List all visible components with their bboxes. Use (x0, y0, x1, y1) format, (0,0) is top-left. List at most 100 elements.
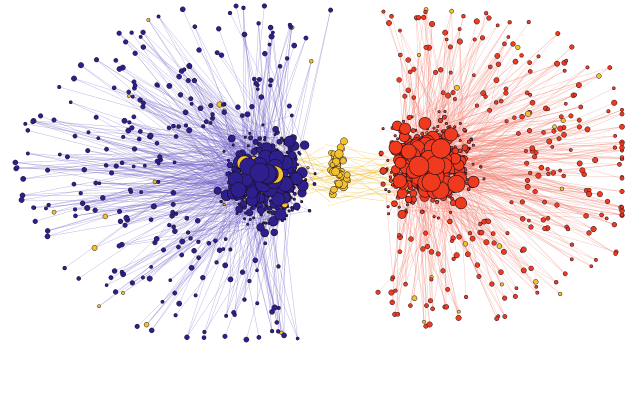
node (148, 327, 155, 334)
node (405, 87, 412, 93)
edge (425, 194, 523, 252)
edge (33, 120, 250, 182)
node (173, 134, 179, 139)
node (457, 27, 462, 32)
node (523, 149, 528, 154)
node (398, 28, 402, 33)
node (526, 128, 533, 134)
node (146, 275, 153, 282)
node (532, 154, 538, 160)
node (504, 119, 509, 124)
node (388, 289, 395, 296)
node (396, 137, 400, 141)
node (472, 73, 476, 78)
node (112, 289, 119, 295)
edge (467, 178, 485, 255)
edge (407, 201, 487, 243)
node (398, 52, 403, 58)
edge (451, 147, 564, 177)
edge (425, 9, 451, 127)
node (173, 211, 179, 216)
edge (130, 191, 274, 222)
node (245, 186, 258, 199)
node (255, 268, 259, 273)
node (502, 295, 508, 301)
node (607, 65, 613, 70)
node (430, 306, 435, 312)
node (68, 100, 73, 105)
node (479, 165, 483, 169)
node (620, 205, 624, 210)
edge (133, 116, 244, 193)
edge (47, 164, 237, 171)
node (37, 113, 44, 119)
node (527, 218, 531, 223)
node (313, 172, 317, 176)
node (32, 218, 38, 224)
node (84, 204, 91, 212)
edge (99, 149, 254, 184)
node (392, 173, 407, 189)
node (533, 279, 539, 285)
edge (445, 126, 555, 160)
node (494, 316, 500, 322)
node (274, 208, 287, 221)
node (235, 205, 244, 214)
edge (423, 166, 602, 216)
edge (67, 156, 255, 176)
node (560, 117, 566, 124)
node (228, 247, 233, 252)
node (20, 175, 27, 182)
node (123, 214, 130, 221)
node (222, 149, 226, 153)
edge (473, 43, 505, 182)
node (121, 291, 125, 295)
node (208, 103, 214, 109)
edge (446, 163, 623, 208)
node (143, 321, 150, 328)
node (584, 126, 591, 133)
edge (442, 92, 465, 147)
node (268, 210, 272, 214)
node (529, 145, 536, 151)
node (559, 186, 565, 191)
edge (438, 217, 502, 273)
node (289, 113, 294, 118)
node (239, 269, 246, 275)
node (449, 238, 454, 243)
node (379, 167, 387, 175)
node (185, 78, 191, 84)
node (456, 234, 462, 240)
edge (134, 85, 249, 167)
node (97, 304, 101, 309)
node (139, 190, 144, 195)
node (147, 132, 154, 139)
node (554, 60, 560, 67)
edge (182, 171, 234, 242)
node (454, 84, 460, 91)
node (471, 162, 475, 166)
edge (96, 117, 248, 201)
edge (452, 88, 614, 169)
edge (181, 70, 261, 166)
edge (442, 63, 558, 132)
edge (408, 59, 464, 157)
edge (225, 177, 278, 316)
node (441, 114, 447, 120)
edge (403, 25, 498, 138)
node (421, 172, 441, 192)
edge (401, 173, 549, 215)
node (179, 252, 185, 258)
node (503, 86, 509, 92)
edge (470, 172, 531, 187)
node (519, 216, 526, 222)
node (121, 117, 128, 124)
edge (143, 46, 267, 146)
node (569, 242, 575, 247)
edge (118, 33, 249, 146)
node (427, 298, 433, 304)
node (483, 94, 488, 99)
edge (386, 168, 427, 306)
node (388, 140, 403, 155)
